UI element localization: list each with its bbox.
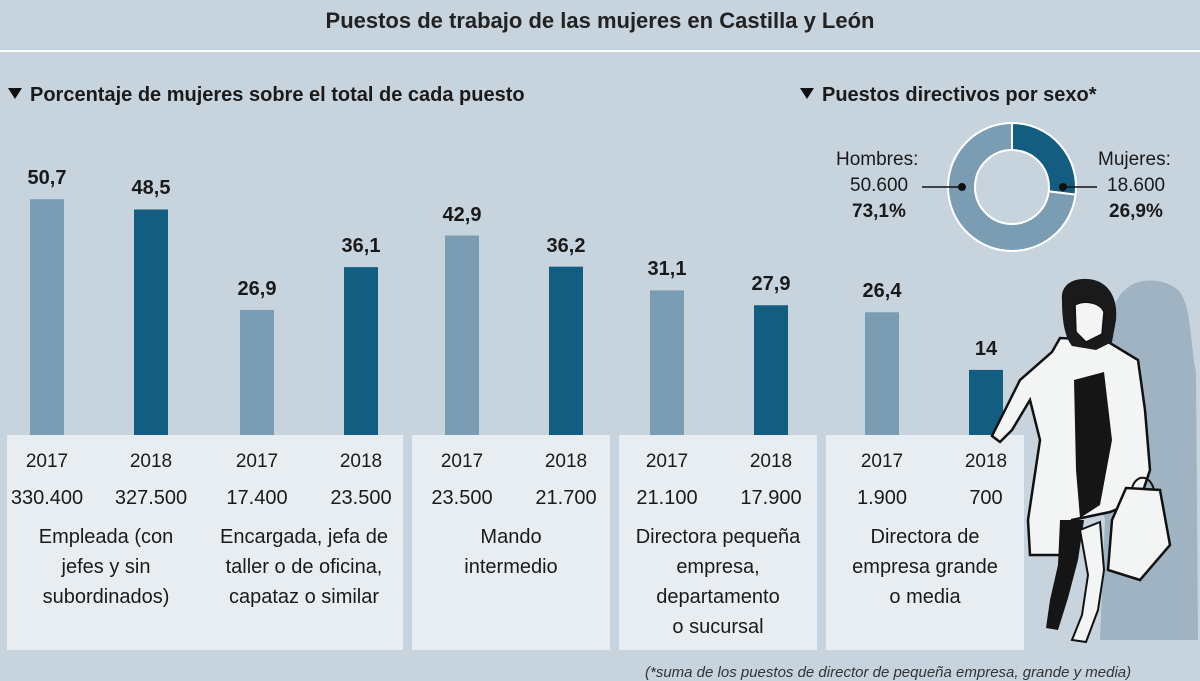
bar-value-label: 50,7: [27, 167, 67, 190]
year-label: 2018: [964, 451, 1008, 472]
count-label: 21.700: [535, 487, 597, 509]
mujeres-percent: 26,9%: [1109, 201, 1163, 222]
donut-label-mujeres: Mujeres: 18.600 26,9%: [1098, 147, 1171, 225]
category-label-line: Directora de: [870, 526, 980, 548]
category-label: Directora pequeña empresa, departamento o s…: [619, 522, 817, 642]
hombres-name: Hombres:: [836, 149, 919, 170]
category-label-line: empresa,: [676, 556, 760, 578]
year-label: 2018: [129, 451, 173, 472]
category-label-line: taller o de oficina,: [225, 556, 383, 578]
hombres-count: 50.600: [850, 175, 909, 196]
category-panel: [205, 435, 403, 650]
category-label-line: departamento: [656, 586, 780, 608]
count-label: 1.900: [856, 487, 908, 509]
bar-value-label: 31,1: [647, 258, 687, 281]
category-label-line: subordinados): [42, 586, 170, 608]
bar-value-label: 27,9: [751, 273, 791, 296]
title-divider: [0, 50, 1200, 52]
count-label: 23.500: [431, 487, 493, 509]
bar-2017: [240, 309, 274, 435]
bar-value-label: 14: [974, 337, 998, 360]
year-label: 2017: [25, 451, 69, 472]
category-label: Directora de empresa grande o media: [826, 522, 1024, 612]
donut-label-hombres: Hombres: 50.600 73,1%: [836, 147, 918, 225]
category-label-line: o media: [889, 586, 961, 608]
year-label: 2017: [860, 451, 904, 472]
footnote: (*suma de los puestos de director de peq…: [645, 664, 1132, 681]
count-label: 327.500: [114, 487, 188, 509]
year-label: 2017: [440, 451, 484, 472]
bar-value-label: 26,4: [862, 280, 902, 303]
donut-leader-dot: [958, 183, 966, 191]
category-panel: [826, 435, 1024, 650]
category-panel: [412, 435, 610, 650]
bar-value-label: 48,5: [131, 177, 171, 200]
bar-2017: [865, 312, 899, 435]
category-label-line: intermedio: [464, 556, 558, 578]
category-label-line: jefes y sin: [61, 556, 151, 578]
count-label: 21.100: [636, 487, 698, 509]
triangle-down-icon: [800, 88, 814, 99]
category-panel: [7, 435, 205, 650]
year-label: 2018: [544, 451, 588, 472]
bar-2018: [344, 267, 378, 435]
mujeres-name: Mujeres:: [1098, 149, 1171, 170]
year-label: 2017: [645, 451, 689, 472]
bar-2017: [30, 199, 64, 435]
category-label-line: o sucursal: [672, 616, 764, 638]
category-label-line: empresa grande: [852, 556, 998, 578]
category-label: Encargada, jefa de taller o de oficina, ca…: [205, 522, 403, 612]
bar-chart-subtitle: Porcentaje de mujeres sobre el total de …: [8, 84, 525, 107]
triangle-down-icon: [8, 88, 22, 99]
bar-value-label: 42,9: [442, 203, 482, 226]
count-label: 23.500: [330, 487, 392, 509]
category-panel: [619, 435, 817, 650]
category-label: Mando intermedio: [412, 522, 610, 582]
bar-value-label: 36,1: [341, 235, 381, 258]
category-label-line: Directora pequeña: [635, 526, 801, 548]
donut-slice-hombres: [947, 121, 1077, 252]
chart-title: Puestos de trabajo de las mujeres en Cas…: [325, 8, 875, 33]
bar-2017: [650, 290, 684, 435]
bar-2018: [754, 305, 788, 435]
bar-2018: [134, 209, 168, 435]
donut-chart-subtitle-text: Puestos directivos por sexo*: [822, 84, 1097, 106]
year-label: 2017: [235, 451, 279, 472]
category-label: Empleada (con jefes y sin subordinados): [7, 522, 205, 612]
woman-figure: [990, 278, 1172, 644]
category-label-line: Empleada (con: [38, 526, 174, 548]
category-label-line: capataz o similar: [228, 586, 380, 608]
mujeres-count: 18.600: [1107, 175, 1166, 196]
bar-2018: [549, 266, 583, 435]
count-label: 330.400: [10, 487, 84, 509]
count-label: 17.400: [226, 487, 288, 509]
category-label-line: Encargada, jefa de: [220, 526, 388, 548]
donut-chart-subtitle: Puestos directivos por sexo*: [800, 84, 1097, 107]
count-label: 700: [969, 487, 1003, 509]
bar-chart-subtitle-text: Porcentaje de mujeres sobre el total de …: [30, 84, 525, 106]
count-label: 17.900: [740, 487, 802, 509]
hombres-percent: 73,1%: [852, 201, 906, 222]
bar-2017: [445, 235, 479, 435]
year-label: 2018: [339, 451, 383, 472]
bar-value-label: 26,9: [237, 277, 277, 300]
category-label-line: Mando: [480, 526, 542, 548]
donut-leader-dot: [1059, 183, 1067, 191]
year-label: 2018: [749, 451, 793, 472]
bar-value-label: 36,2: [546, 234, 586, 257]
